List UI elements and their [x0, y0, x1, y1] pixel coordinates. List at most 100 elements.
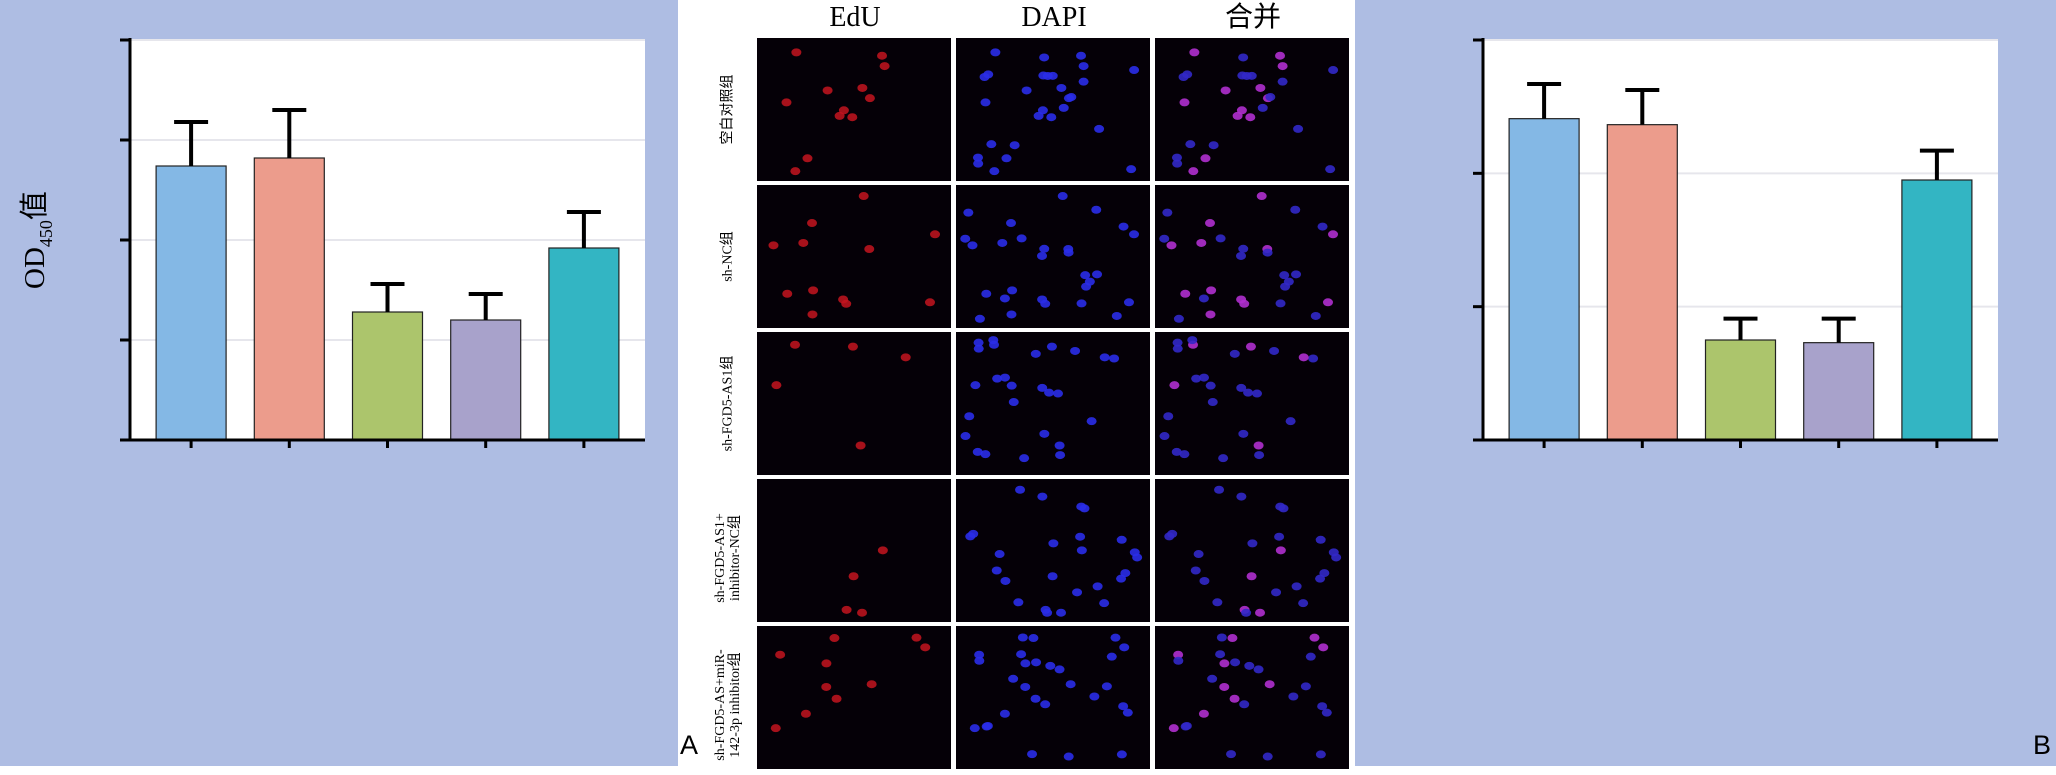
- nucleus: [1265, 93, 1276, 102]
- nucleus: [1045, 661, 1056, 670]
- nucleus: [841, 299, 852, 308]
- nucleus: [1008, 674, 1019, 683]
- micrograph-edu-row-3: [757, 332, 951, 475]
- nucleus: [924, 298, 935, 307]
- nucleus: [1283, 277, 1294, 286]
- nucleus: [847, 113, 858, 122]
- nucleus: [1163, 412, 1174, 421]
- nucleus: [1262, 248, 1273, 257]
- nucleus: [1016, 234, 1027, 243]
- row-label-2: sh-NC组: [720, 230, 736, 282]
- micrograph-edu-row-2: [757, 185, 951, 328]
- nucleus: [999, 709, 1010, 718]
- nucleus: [1009, 141, 1020, 150]
- nucleus: [1075, 532, 1086, 541]
- nucleus: [1099, 599, 1110, 608]
- nucleus: [1318, 643, 1329, 652]
- nucleus: [798, 238, 809, 247]
- nucleus: [963, 208, 974, 217]
- nucleus: [1208, 141, 1219, 150]
- nucleus: [1126, 165, 1137, 174]
- nucleus: [847, 342, 858, 351]
- nucleus: [1214, 485, 1225, 494]
- nucleus: [1056, 83, 1067, 92]
- nucleus: [1212, 598, 1223, 607]
- micrograph-canvas: [770, 633, 931, 733]
- nucleus: [1255, 608, 1266, 617]
- nucleus: [771, 381, 782, 390]
- nucleus: [1118, 222, 1129, 231]
- nucleus: [964, 412, 975, 421]
- nucleus: [1072, 588, 1083, 597]
- bar-5: [1901, 179, 1973, 441]
- nucleus: [1173, 650, 1184, 659]
- nucleus: [1065, 680, 1076, 689]
- nucleus: [1245, 342, 1256, 351]
- nucleus: [1159, 234, 1170, 243]
- nucleus: [1300, 682, 1311, 691]
- nucleus: [994, 550, 1005, 559]
- micrograph-merge-row-5: [1155, 626, 1349, 769]
- bar-2: [1606, 124, 1678, 441]
- nucleus: [1046, 342, 1057, 351]
- nucleus: [1021, 86, 1032, 95]
- nucleus: [967, 241, 978, 250]
- nucleus: [1159, 432, 1170, 441]
- nucleus: [1315, 535, 1326, 544]
- micrograph-canvas: [972, 48, 1140, 176]
- nucleus: [1229, 694, 1240, 703]
- nucleus: [973, 159, 984, 168]
- bar-1: [155, 165, 227, 441]
- nucleus: [1030, 694, 1041, 703]
- nucleus: [969, 724, 980, 733]
- nucleus: [1078, 62, 1089, 71]
- nucleus: [1205, 310, 1216, 319]
- nucleus: [1164, 532, 1175, 541]
- bar-4: [450, 319, 522, 441]
- nucleus: [1308, 354, 1319, 363]
- nucleus: [1207, 398, 1218, 407]
- nucleus: [1054, 441, 1065, 450]
- nucleus: [1123, 298, 1134, 307]
- nucleus: [972, 153, 983, 162]
- nucleus: [1187, 336, 1198, 345]
- micrograph-merge-row-2: [1155, 185, 1349, 328]
- nucleus: [1252, 389, 1263, 398]
- nucleus: [1020, 659, 1031, 668]
- nucleus: [980, 98, 991, 107]
- nucleus: [1198, 294, 1209, 303]
- nucleus: [988, 336, 999, 345]
- nucleus: [1044, 388, 1055, 397]
- nucleus: [1017, 633, 1028, 642]
- micrograph-canvas: [1171, 48, 1339, 176]
- nucleus: [864, 245, 875, 254]
- nucleus: [997, 238, 1008, 247]
- nucleus: [831, 694, 842, 703]
- row-label-5: sh-FGD5-AS+miR- 142-3p inhibitor组: [713, 648, 743, 761]
- column-header-edu: EdU: [829, 2, 881, 33]
- nucleus: [1278, 504, 1289, 513]
- nucleus: [790, 167, 801, 176]
- nucleus: [1129, 66, 1140, 75]
- nucleus: [841, 605, 852, 614]
- nucleus: [1190, 566, 1201, 575]
- micrograph-canvas: [841, 546, 888, 617]
- nucleus: [1220, 86, 1231, 95]
- nucleus: [1271, 588, 1282, 597]
- nucleus: [1236, 492, 1247, 501]
- nucleus: [1275, 546, 1286, 555]
- micrograph-edu-row-4: [757, 479, 951, 622]
- nucleus: [800, 709, 811, 718]
- nucleus: [1226, 750, 1237, 759]
- nucleus: [1279, 271, 1290, 280]
- nucleus: [829, 634, 840, 643]
- nucleus: [1101, 682, 1112, 691]
- nucleus: [1243, 388, 1254, 397]
- nucleus: [1169, 381, 1180, 390]
- nucleus: [973, 338, 984, 347]
- nucleus: [782, 289, 793, 298]
- nucleus: [1317, 222, 1328, 231]
- nucleus: [1241, 608, 1252, 617]
- nucleus: [1238, 244, 1249, 253]
- nucleus: [1254, 451, 1265, 460]
